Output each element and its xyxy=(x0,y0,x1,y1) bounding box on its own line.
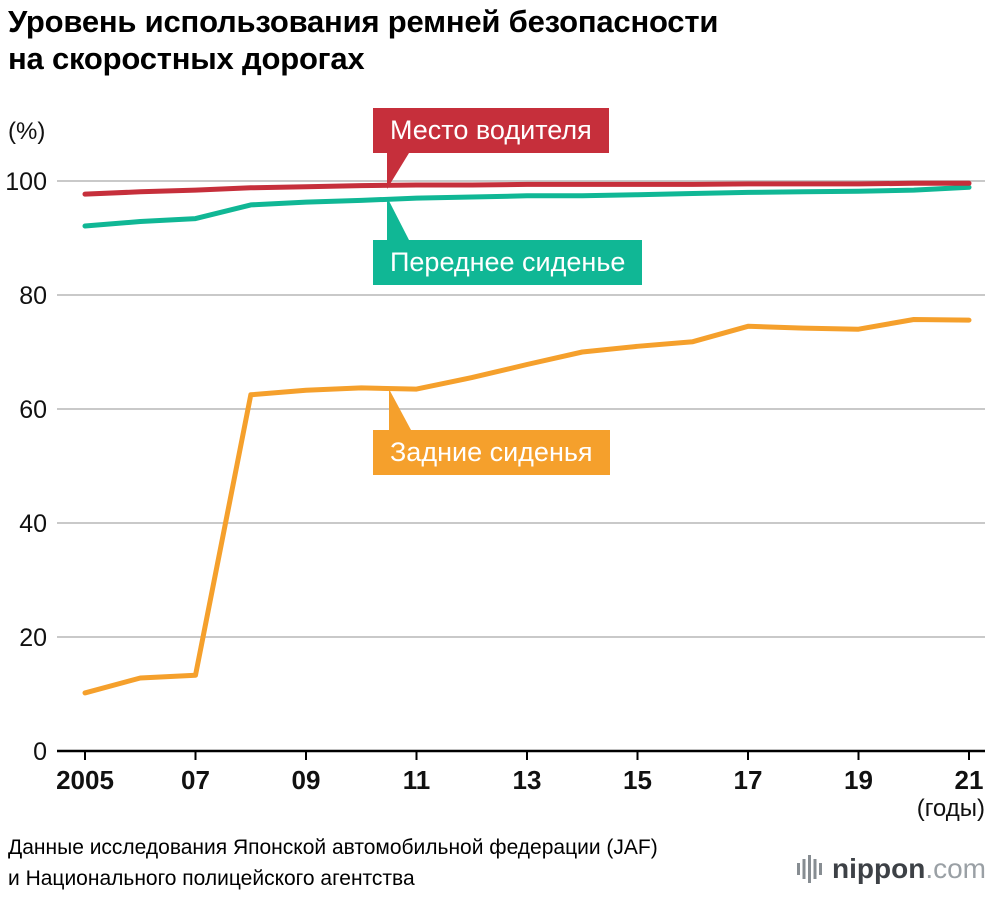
x-tick-label: 17 xyxy=(734,765,763,795)
x-tick-label: 07 xyxy=(181,765,210,795)
nippon-logo-icon xyxy=(797,855,823,883)
series-line-2 xyxy=(82,317,972,696)
rear-seat-label-text: Задние сиденья xyxy=(390,437,593,467)
title-line-1: Уровень использования ремней безопасност… xyxy=(8,4,719,39)
x-tick-label: 13 xyxy=(513,765,542,795)
y-tick-label: 40 xyxy=(19,510,47,538)
front-seat-label-text: Переднее сиденье xyxy=(390,247,626,277)
y-tick-label: 80 xyxy=(19,282,47,310)
series-line-0 xyxy=(82,180,972,197)
y-tick-label: 60 xyxy=(19,396,47,424)
source-line-2: и Национального полицейского агентства xyxy=(8,866,415,890)
driver-seat-label-text: Место водителя xyxy=(390,115,592,145)
rear-seat-label-pointer xyxy=(389,389,411,430)
y-axis-unit-label: (%) xyxy=(8,118,46,145)
driver-seat-label-pointer xyxy=(387,153,409,189)
y-tick-label: 100 xyxy=(5,168,47,196)
x-tick-label: 19 xyxy=(844,765,873,795)
x-tick-label: 2005 xyxy=(56,765,114,795)
front-seat-label-pointer xyxy=(387,197,409,240)
y-tick-label: 0 xyxy=(33,738,47,766)
brand-tld: .com xyxy=(925,853,986,884)
y-tick-label: 20 xyxy=(19,624,47,652)
x-tick-label: 11 xyxy=(403,765,431,795)
series-line-1 xyxy=(82,184,972,229)
driver-seat-label: Место водителя xyxy=(373,108,609,189)
title-line-2: на скоростных дорогах xyxy=(8,40,365,76)
source-note: Данные исследования Японской автомобильн… xyxy=(8,833,658,894)
x-axis-unit-label: (годы) xyxy=(916,795,985,822)
brand-name: nippon xyxy=(832,853,926,884)
rear-seat-label: Задние сиденья xyxy=(373,389,610,475)
page-title: Уровень использования ремней безопасност… xyxy=(8,4,718,77)
x-tick-label: 15 xyxy=(623,765,652,795)
x-tick-label: 21 xyxy=(955,765,984,795)
front-seat-label: Переднее сиденье xyxy=(373,197,643,285)
nippon-com-logo: nippon.com xyxy=(797,852,986,886)
x-tick-label: 09 xyxy=(292,765,321,795)
source-line-1: Данные исследования Японской автомобильн… xyxy=(8,836,658,860)
